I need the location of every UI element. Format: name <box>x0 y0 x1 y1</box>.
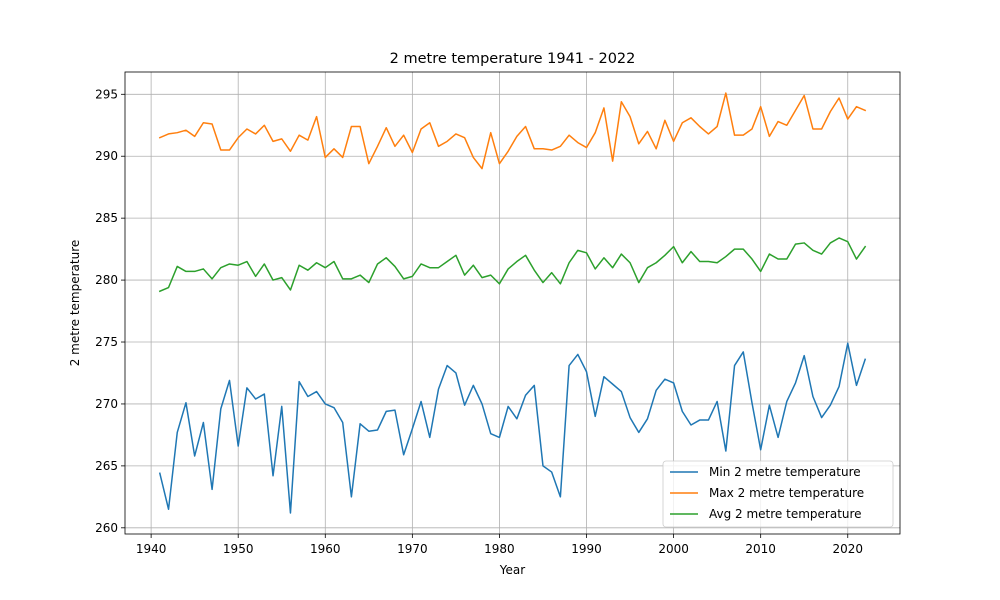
y-tick-label: 260 <box>95 521 118 535</box>
legend: Min 2 metre temperature Max 2 metre tempe… <box>662 460 894 528</box>
x-tick-label: 1970 <box>397 542 428 556</box>
x-tick-label: 1950 <box>223 542 254 556</box>
series-line-1 <box>158 342 867 514</box>
x-tick-label: 1990 <box>571 542 602 556</box>
series-lines <box>158 92 867 514</box>
legend-label-3: Avg 2 metre temperature <box>709 507 862 521</box>
x-tick-label: 1980 <box>484 542 515 556</box>
series-line-3 <box>158 237 867 293</box>
y-axis-label: 2 metre temperature <box>68 240 82 367</box>
x-tick-label: 1960 <box>310 542 341 556</box>
grid <box>125 72 900 534</box>
x-tick-label: 2020 <box>832 542 863 556</box>
y-tick-label: 295 <box>95 87 118 101</box>
y-tick-label: 285 <box>95 211 118 225</box>
chart-title: 2 metre temperature 1941 - 2022 <box>390 51 636 67</box>
plot-frame <box>124 71 901 535</box>
x-axis-label: Year <box>499 563 525 577</box>
y-tick-label: 280 <box>95 273 118 287</box>
y-tick-label: 275 <box>95 335 118 349</box>
y-tick-label: 265 <box>95 459 118 473</box>
x-axis: 1940 1950 1960 1970 1980 1990 2000 2010 2020 <box>136 534 863 556</box>
x-tick-label: 2010 <box>745 542 776 556</box>
y-axis: 260 265 270 275 280 285 290 295 <box>95 87 125 535</box>
legend-box <box>662 460 894 528</box>
legend-label-1: Min 2 metre temperature <box>709 465 861 479</box>
series-line-2 <box>158 92 867 170</box>
x-tick-label: 2000 <box>658 542 689 556</box>
legend-label-2: Max 2 metre temperature <box>709 486 864 500</box>
y-tick-label: 290 <box>95 149 118 163</box>
y-tick-label: 270 <box>95 397 118 411</box>
x-tick-label: 1940 <box>136 542 167 556</box>
